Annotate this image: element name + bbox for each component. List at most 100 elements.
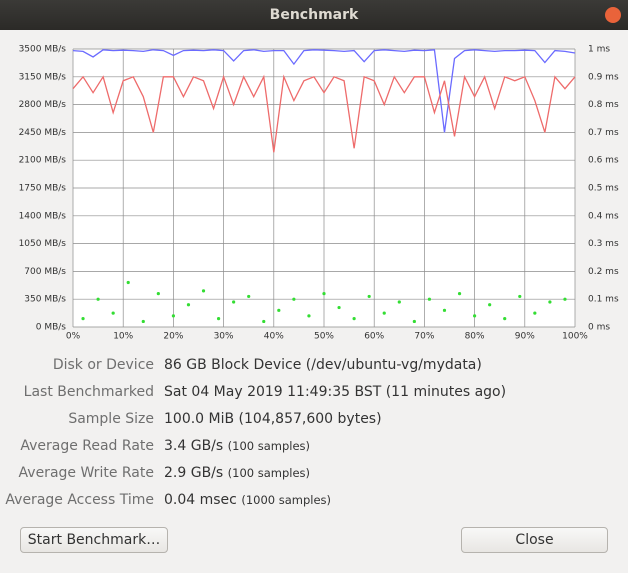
x-tick-label: 60%	[364, 332, 384, 342]
x-tick-label: 70%	[414, 332, 434, 342]
x-tick-label: 100%	[562, 332, 588, 342]
info-value-text: 86 GB Block Device (/dev/ubuntu-vg/mydat…	[164, 357, 482, 373]
access-time-point	[292, 297, 296, 301]
access-time-point	[111, 311, 115, 315]
access-time-point	[247, 294, 251, 299]
title-bar: Benchmark	[0, 0, 628, 30]
start-benchmark-button[interactable]: Start Benchmark…	[20, 527, 168, 553]
access-time-point	[141, 319, 145, 324]
access-time-point	[412, 319, 416, 324]
access-time-point	[156, 292, 160, 296]
info-value: 3.4 GB/s (100 samples)	[164, 436, 310, 456]
info-label: Sample Size	[68, 411, 154, 427]
info-row: Last Benchmarked Sat 04 May 2019 11:49:35…	[0, 382, 628, 402]
access-time-point	[397, 300, 401, 304]
access-time-point	[337, 305, 341, 310]
info-row: Average Read Rate 3.4 GB/s (100 samples)	[0, 436, 628, 456]
y2-tick-label: 0.1 ms	[588, 295, 619, 305]
x-tick-label: 40%	[264, 332, 284, 342]
access-time-point	[548, 300, 552, 304]
series-line	[72, 49, 576, 133]
info-note: (100 samples)	[227, 466, 311, 480]
x-tick-label: 0%	[66, 332, 81, 342]
info-value-text: 100.0 MiB (104,857,600 bytes)	[164, 411, 382, 427]
access-time-point	[352, 317, 356, 321]
access-time-point	[171, 314, 175, 318]
info-value: 0.04 msec (1000 samples)	[164, 490, 331, 510]
window-title: Benchmark	[269, 7, 359, 23]
y2-tick-label: 0.7 ms	[588, 128, 619, 138]
access-time-point	[262, 319, 266, 324]
info-value: 2.9 GB/s (100 samples)	[164, 463, 310, 483]
x-tick-label: 20%	[163, 332, 183, 342]
info-value-text: 0.04 msec	[164, 492, 237, 508]
info-note: (1000 samples)	[241, 493, 332, 507]
info-row: Sample Size 100.0 MiB (104,857,600 bytes)	[0, 409, 628, 429]
access-time-point	[96, 297, 100, 301]
y-tick-label: 3150 MB/s	[19, 72, 67, 82]
y-tick-label: 2450 MB/s	[19, 128, 67, 138]
access-time-point	[488, 303, 492, 307]
access-time-point	[382, 311, 386, 315]
benchmark-chart: 0 MB/s 350 MB/s 700 MB/s 1050 MB/s 1400 MB/s…	[19, 45, 619, 342]
y2-tick-label: 0.8 ms	[588, 100, 619, 110]
close-button[interactable]: Close	[461, 527, 608, 553]
info-value: 100.0 MiB (104,857,600 bytes)	[164, 409, 382, 429]
access-time-point	[473, 314, 477, 318]
access-time-point	[232, 300, 236, 304]
info-value: 86 GB Block Device (/dev/ubuntu-vg/mydat…	[164, 355, 482, 375]
access-time-point	[457, 292, 462, 296]
info-label: Average Write Rate	[18, 465, 154, 481]
info-value-text: Sat 04 May 2019 11:49:35 BST (11 minutes…	[164, 384, 507, 400]
y2-tick-label: 0.4 ms	[588, 211, 619, 221]
access-time-point	[201, 289, 206, 293]
info-label: Average Access Time	[5, 492, 154, 508]
x-tick-label: 30%	[214, 332, 234, 342]
info-note: (100 samples)	[227, 439, 311, 453]
y-tick-label: 350 MB/s	[24, 295, 66, 305]
y-tick-label: 700 MB/s	[24, 267, 66, 277]
y-tick-label: 1050 MB/s	[19, 239, 67, 249]
y2-tick-label: 1 ms	[588, 45, 610, 55]
access-time-point	[367, 294, 371, 299]
y2-tick-label: 0.2 ms	[588, 267, 619, 277]
info-label: Disk or Device	[52, 357, 154, 373]
y-tick-label: 3500 MB/s	[19, 45, 67, 55]
access-time-point	[322, 292, 326, 296]
y-tick-label: 2100 MB/s	[19, 156, 67, 166]
y2-tick-label: 0.3 ms	[588, 239, 619, 249]
y2-tick-label: 0 ms	[588, 323, 610, 333]
access-time-point	[533, 311, 537, 315]
y-tick-label: 1400 MB/s	[19, 211, 67, 221]
x-tick-label: 80%	[465, 332, 485, 342]
access-time-point	[126, 280, 130, 285]
access-time-point	[503, 317, 507, 321]
access-time-point	[442, 308, 447, 312]
y-tick-label: 1750 MB/s	[19, 184, 67, 194]
y-tick-label: 0 MB/s	[36, 323, 67, 333]
info-label: Average Read Rate	[20, 438, 154, 454]
close-window-button[interactable]	[605, 7, 621, 23]
access-time-point	[186, 303, 191, 307]
y2-tick-label: 0.9 ms	[588, 72, 619, 82]
y2-tick-label: 0.5 ms	[588, 184, 619, 194]
info-row: Disk or Device 86 GB Block Device (/dev/u…	[0, 355, 628, 375]
access-time-point	[277, 308, 281, 312]
series-line	[72, 74, 576, 153]
info-value-text: 2.9 GB/s	[164, 465, 224, 481]
x-tick-label: 10%	[113, 332, 133, 342]
info-row: Average Access Time 0.04 msec (1000 sampl…	[0, 490, 628, 510]
access-time-point	[563, 297, 567, 301]
access-time-point	[216, 317, 221, 321]
access-time-point	[427, 297, 432, 301]
access-time-point	[81, 317, 85, 321]
y-tick-label: 2800 MB/s	[19, 100, 67, 110]
info-value-text: 3.4 GB/s	[164, 438, 224, 454]
access-time-point	[518, 294, 522, 299]
info-value: Sat 04 May 2019 11:49:35 BST (11 minutes…	[164, 382, 506, 402]
info-label: Last Benchmarked	[23, 384, 154, 400]
access-time-point	[307, 314, 311, 318]
x-tick-label: 50%	[314, 332, 334, 342]
info-row: Average Write Rate 2.9 GB/s (100 samples)	[0, 463, 628, 483]
